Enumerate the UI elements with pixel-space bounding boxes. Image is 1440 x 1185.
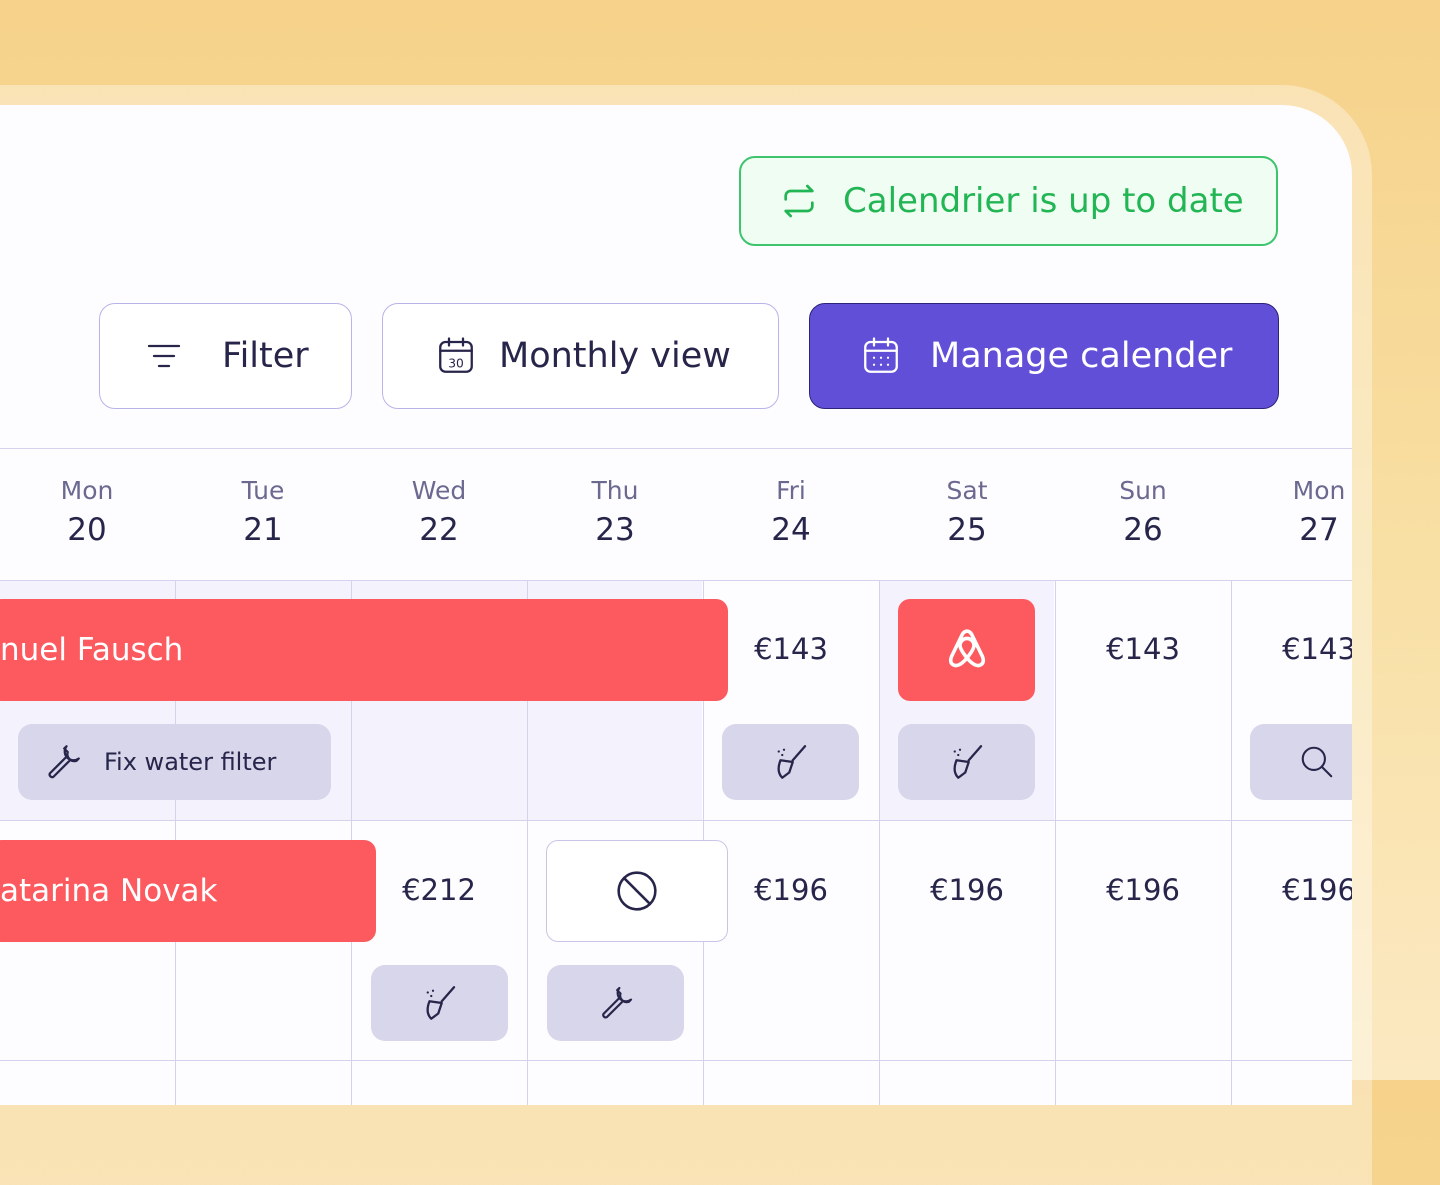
date: 27	[1299, 512, 1339, 548]
button-label: Monthly view	[499, 336, 731, 376]
guest-name: atarina Novak	[0, 873, 218, 909]
button-label: Filter	[222, 336, 309, 376]
inspection-chip[interactable]	[1250, 724, 1352, 800]
weekday: Sun	[1119, 476, 1167, 505]
svg-text:30: 30	[448, 356, 464, 370]
sync-icon	[784, 184, 814, 218]
date: 22	[419, 512, 459, 548]
calendar-icon	[864, 337, 898, 373]
button-label: Manage calender	[930, 336, 1233, 376]
status-text: Calendrier is up to date	[843, 181, 1244, 221]
booking-bar[interactable]: atarina Novak	[0, 840, 376, 942]
price: €196	[1106, 873, 1180, 907]
date: 20	[67, 512, 107, 548]
weekday: Wed	[411, 476, 467, 505]
date: 24	[771, 512, 811, 548]
weekday: Mon	[60, 476, 114, 505]
broom-icon	[776, 745, 806, 779]
weekday: Tue	[241, 476, 285, 505]
cleaning-chip[interactable]	[898, 724, 1035, 800]
blocked-day[interactable]	[546, 840, 728, 942]
broom-icon	[952, 745, 982, 779]
filter-button[interactable]: Filter	[99, 303, 352, 409]
monthly-view-button[interactable]: 30 Monthly view	[382, 303, 779, 409]
booking-bar[interactable]: nuel Fausch	[0, 599, 728, 701]
price: €143	[1106, 632, 1180, 666]
date: 23	[595, 512, 635, 548]
calendar-panel: Calendrier is up to date Filter 30 Month…	[0, 105, 1352, 1105]
wrench-icon	[601, 986, 632, 1019]
manage-calendar-button[interactable]: Manage calender	[809, 303, 1279, 409]
divider	[0, 448, 1352, 449]
grid-line	[0, 1060, 1352, 1061]
grid-line	[527, 580, 528, 1105]
weekday: Thu	[591, 476, 639, 505]
filter-icon	[147, 344, 181, 368]
page: {"status": "Calendrier is up to date", "…	[0, 0, 1440, 1105]
price: €196	[1282, 873, 1352, 907]
airbnb-booking[interactable]	[898, 599, 1035, 701]
search-icon	[1301, 746, 1333, 778]
price: €196	[754, 873, 828, 907]
cleaning-chip[interactable]	[371, 965, 508, 1041]
cleaning-chip[interactable]	[722, 724, 859, 800]
date: 21	[243, 512, 283, 548]
price: €212	[402, 873, 476, 907]
price: €196	[930, 873, 1004, 907]
guest-name: nuel Fausch	[0, 632, 184, 668]
task-chip[interactable]: Fix water filter	[18, 724, 331, 800]
date: 26	[1123, 512, 1163, 548]
grid-line	[1055, 580, 1056, 1105]
grid-line	[879, 580, 880, 1105]
task-label: Fix water filter	[104, 748, 277, 776]
broom-icon	[425, 986, 455, 1020]
panel-inner: Calendrier is up to date Filter 30 Month…	[0, 105, 1352, 1105]
date: 25	[947, 512, 987, 548]
blocked-icon	[617, 871, 657, 911]
calendar-icon: 30	[439, 337, 473, 373]
grid-line	[0, 820, 1352, 821]
screen: Calendrier is up to date Filter 30 Month…	[0, 0, 1440, 1105]
price: €143	[754, 632, 828, 666]
price: €143	[1282, 632, 1352, 666]
weekday: Mon	[1292, 476, 1346, 505]
wrench-icon	[48, 745, 80, 779]
weekday: Sat	[946, 476, 988, 505]
maintenance-chip[interactable]	[547, 965, 684, 1041]
weekday: Fri	[776, 476, 806, 505]
sync-status[interactable]: Calendrier is up to date	[739, 156, 1278, 246]
airbnb-icon	[948, 629, 985, 668]
grid-line	[1231, 580, 1232, 1105]
grid-line	[0, 580, 1352, 581]
